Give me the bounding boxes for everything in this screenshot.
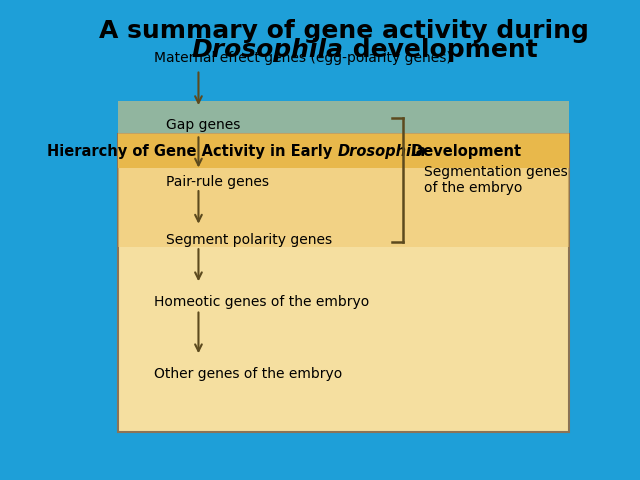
Text: development: development — [344, 38, 538, 62]
Text: Segment polarity genes: Segment polarity genes — [166, 233, 332, 247]
Text: Maternal effect genes (egg-polarity genes): Maternal effect genes (egg-polarity gene… — [154, 50, 452, 65]
Bar — [118, 134, 569, 168]
Bar — [118, 101, 569, 247]
Text: Development: Development — [406, 144, 521, 159]
Text: Segmentation genes
of the embryo: Segmentation genes of the embryo — [424, 165, 568, 195]
Text: Other genes of the embryo: Other genes of the embryo — [154, 367, 342, 382]
Text: Drosophila: Drosophila — [191, 38, 344, 62]
Text: Gap genes: Gap genes — [166, 118, 240, 132]
Text: Pair-rule genes: Pair-rule genes — [166, 175, 269, 190]
Text: A summary of gene activity during: A summary of gene activity during — [99, 19, 589, 43]
Text: Homeotic genes of the embryo: Homeotic genes of the embryo — [154, 295, 369, 310]
Bar — [118, 134, 569, 432]
Text: Hierarchy of Gene Activity in Early: Hierarchy of Gene Activity in Early — [47, 144, 338, 159]
Text: Drosophila: Drosophila — [338, 144, 427, 159]
